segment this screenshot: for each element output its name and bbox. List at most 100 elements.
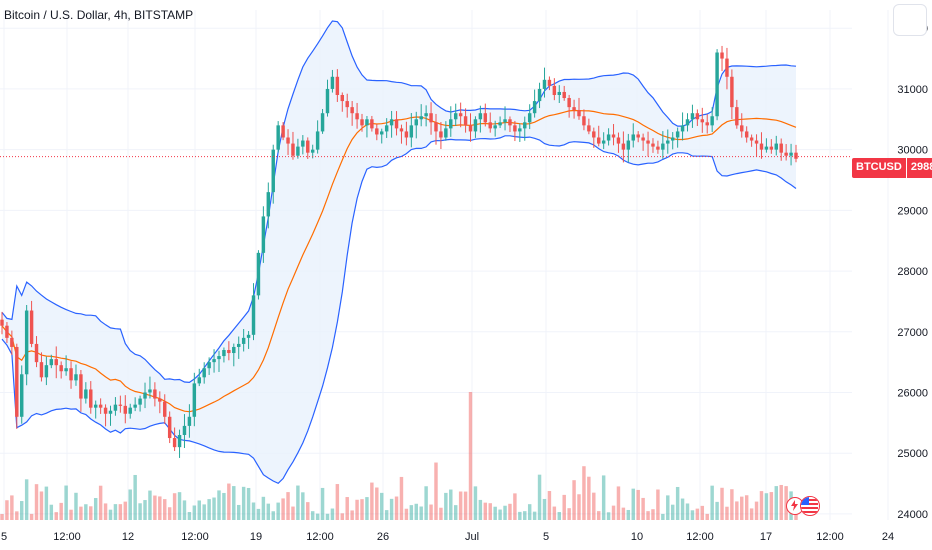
- candle-body: [597, 137, 601, 144]
- candle-body: [449, 119, 453, 129]
- candle-body: [167, 416, 172, 439]
- y-tick-label: 29000: [897, 205, 928, 217]
- candle-body: [631, 134, 635, 141]
- volume-bar: [774, 486, 778, 520]
- candle-body: [360, 119, 364, 126]
- candle-body: [636, 134, 640, 138]
- volume-bar: [128, 489, 132, 520]
- us-flag-icon[interactable]: [800, 496, 820, 516]
- candle-body: [143, 392, 147, 399]
- candle-body: [241, 337, 246, 344]
- x-tick-label: 17: [760, 531, 772, 543]
- volume-bar: [488, 503, 492, 520]
- candle-body: [557, 91, 562, 95]
- volume-bar: [320, 487, 325, 520]
- volume-bar: [616, 486, 621, 520]
- candle-body: [128, 407, 132, 414]
- candle-body: [537, 88, 542, 102]
- volume-bar: [562, 494, 566, 520]
- candle-body: [666, 140, 670, 144]
- candle-body: [296, 146, 300, 156]
- candle-body: [641, 137, 645, 141]
- candle-body: [601, 140, 606, 144]
- volume-bar: [414, 503, 418, 520]
- volume-bar: [656, 489, 660, 520]
- volume-bar: [700, 505, 705, 520]
- volume-bar: [172, 493, 177, 520]
- volume-bar: [227, 483, 231, 520]
- chart-settings-button[interactable]: [893, 4, 927, 36]
- candle-body: [355, 113, 359, 120]
- candle-body: [64, 368, 68, 372]
- volume-bar: [98, 485, 103, 520]
- candle-body: [24, 310, 29, 375]
- candle-body: [616, 137, 621, 144]
- candle-body: [794, 152, 798, 159]
- volume-bar: [651, 509, 655, 520]
- volume-bar: [715, 501, 719, 520]
- candle-body: [414, 119, 418, 126]
- volume-bar: [315, 513, 320, 520]
- volume-bar: [542, 498, 547, 520]
- volume-bar: [93, 498, 98, 520]
- candle-body: [49, 359, 54, 366]
- volume-bar: [641, 497, 645, 520]
- volume-bar: [340, 513, 345, 520]
- volume-bar: [636, 489, 640, 520]
- volume-bar: [207, 499, 211, 520]
- candle-body: [453, 113, 458, 120]
- candle-body: [483, 113, 488, 123]
- candle-body: [478, 113, 483, 120]
- candle-body: [394, 119, 399, 129]
- candle-body: [232, 346, 236, 354]
- candle-body: [172, 438, 177, 448]
- candle-body: [463, 116, 468, 126]
- candle-body: [429, 113, 433, 123]
- candle-body: [744, 131, 749, 138]
- volume-bar: [74, 492, 78, 520]
- candle-body: [646, 140, 650, 144]
- volume-bar: [552, 506, 557, 520]
- candle-body: [79, 374, 83, 399]
- volume-bar: [380, 492, 384, 520]
- volume-bar: [330, 508, 335, 520]
- volume-bar: [64, 485, 68, 520]
- bollinger-upper-line: [1, 20, 797, 384]
- candle-body: [325, 88, 330, 114]
- candle-body: [39, 362, 44, 378]
- candle-body: [779, 143, 783, 153]
- volume-bar: [241, 486, 246, 520]
- candle-body: [458, 113, 463, 117]
- volume-bar: [222, 492, 226, 520]
- bollinger-band-fill: [2, 21, 796, 484]
- volume-bar: [680, 498, 685, 520]
- candle-body: [468, 125, 473, 132]
- volume-bar: [5, 500, 9, 520]
- chart-title: Bitcoin / U.S. Dollar, 4h, BITSTAMP: [4, 8, 194, 22]
- volume-bar: [424, 486, 428, 520]
- candle-body: [108, 410, 113, 414]
- volume-bar: [523, 511, 527, 520]
- candle-body: [69, 368, 73, 381]
- volume-bar: [232, 486, 236, 520]
- volume-bar: [498, 509, 502, 520]
- candle-body: [705, 122, 709, 126]
- candle-body: [350, 107, 354, 114]
- candle-body: [389, 119, 394, 126]
- candle-body: [0, 319, 4, 326]
- volume-bar: [108, 509, 113, 520]
- volume-bar: [705, 513, 709, 520]
- volume-bar: [24, 479, 29, 520]
- candle-body: [59, 365, 63, 372]
- candle-body: [690, 113, 695, 120]
- candle-body: [212, 359, 216, 363]
- x-tick-label: 26: [377, 531, 389, 543]
- volume-bar: [163, 499, 167, 520]
- candle-body: [286, 137, 290, 144]
- candle-body: [764, 146, 769, 150]
- x-tick-label: 12:00: [686, 531, 714, 543]
- volume-bar: [345, 497, 349, 520]
- volume-bar: [592, 492, 596, 520]
- volume-bar: [740, 496, 744, 520]
